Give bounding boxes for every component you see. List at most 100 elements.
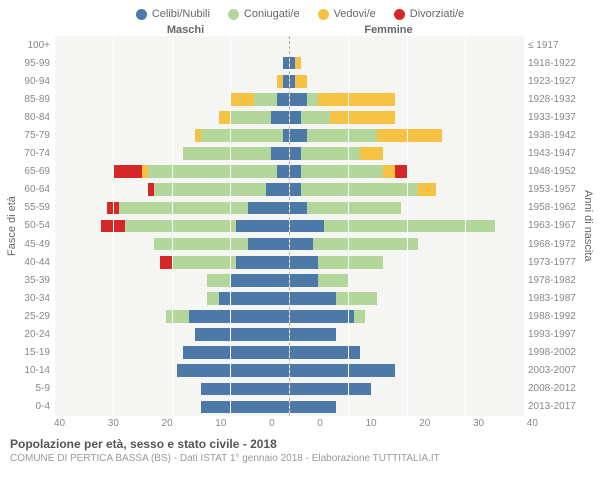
chart-title: Popolazione per età, sesso e stato civil… bbox=[0, 431, 600, 451]
segment-c bbox=[183, 346, 289, 359]
age-tick: 0-4 bbox=[20, 401, 50, 412]
grid-line bbox=[348, 36, 349, 416]
segment-m bbox=[301, 147, 360, 160]
segment-m bbox=[119, 202, 248, 215]
year-tick: 1983-1987 bbox=[528, 293, 580, 304]
x-tick: 40 bbox=[527, 418, 538, 429]
legend-dot-icon bbox=[228, 9, 239, 20]
segment-m bbox=[230, 111, 271, 124]
chart-area: Fasce di età 100+95-9990-9485-8980-8475-… bbox=[0, 36, 600, 416]
segment-c bbox=[248, 202, 289, 215]
legend-dot-icon bbox=[318, 9, 329, 20]
segment-m bbox=[125, 220, 237, 233]
year-tick: 1993-1997 bbox=[528, 329, 580, 340]
segment-c bbox=[289, 111, 301, 124]
age-tick: 80-84 bbox=[20, 112, 50, 123]
segment-m bbox=[166, 310, 190, 323]
year-tick: 1958-1962 bbox=[528, 202, 580, 213]
segment-w bbox=[219, 111, 231, 124]
x-tick: 0 bbox=[317, 418, 323, 429]
age-tick: 100+ bbox=[20, 40, 50, 51]
segment-w bbox=[377, 129, 442, 142]
segment-c bbox=[271, 111, 289, 124]
segment-m bbox=[307, 202, 401, 215]
segment-w bbox=[295, 57, 301, 70]
segment-m bbox=[318, 256, 383, 269]
segment-c bbox=[289, 129, 307, 142]
age-tick: 5-9 bbox=[20, 383, 50, 394]
grid-line bbox=[465, 36, 466, 416]
legend-label: Divorziati/e bbox=[410, 8, 464, 20]
year-tick: 1943-1947 bbox=[528, 148, 580, 159]
segment-c bbox=[271, 147, 289, 160]
segment-w bbox=[418, 183, 436, 196]
segment-m bbox=[172, 256, 237, 269]
segment-c bbox=[201, 383, 289, 396]
segment-c bbox=[289, 401, 336, 414]
year-tick: 1948-1952 bbox=[528, 166, 580, 177]
segment-m bbox=[336, 292, 377, 305]
x-tick: 40 bbox=[54, 418, 65, 429]
age-tick: 95-99 bbox=[20, 58, 50, 69]
year-tick: 1918-1922 bbox=[528, 58, 580, 69]
segment-c bbox=[289, 93, 307, 106]
segment-c bbox=[236, 220, 289, 233]
segment-m bbox=[207, 274, 231, 287]
y-left-axis-label: Fasce di età bbox=[6, 36, 20, 416]
segment-c bbox=[277, 93, 289, 106]
header-female: Femmine bbox=[287, 24, 538, 36]
legend-label: Coniugati/e bbox=[244, 8, 300, 20]
legend-dot-icon bbox=[394, 9, 405, 20]
segment-m bbox=[324, 220, 494, 233]
gender-headers: Maschi Femmine bbox=[0, 24, 600, 36]
segment-c bbox=[289, 183, 301, 196]
age-tick: 10-14 bbox=[20, 365, 50, 376]
x-tick: 0 bbox=[269, 418, 275, 429]
legend-item: Vedovi/e bbox=[318, 8, 376, 20]
year-tick: 2003-2007 bbox=[528, 365, 580, 376]
grid-line bbox=[54, 36, 55, 416]
age-tick: 15-19 bbox=[20, 347, 50, 358]
segment-c bbox=[219, 292, 290, 305]
year-tick: 1973-1977 bbox=[528, 257, 580, 268]
y-right-axis-label: Anni di nascita bbox=[580, 36, 594, 416]
segment-m bbox=[354, 310, 366, 323]
year-tick: 1998-2002 bbox=[528, 347, 580, 358]
age-tick: 35-39 bbox=[20, 275, 50, 286]
grid-line bbox=[524, 36, 525, 416]
segment-d bbox=[113, 165, 142, 178]
segment-m bbox=[307, 129, 378, 142]
segment-c bbox=[289, 147, 301, 160]
age-tick: 40-44 bbox=[20, 257, 50, 268]
year-tick: 1928-1932 bbox=[528, 94, 580, 105]
age-tick: 20-24 bbox=[20, 329, 50, 340]
segment-c bbox=[289, 346, 360, 359]
segment-c bbox=[289, 310, 354, 323]
x-tick: 30 bbox=[108, 418, 119, 429]
segment-c bbox=[289, 165, 301, 178]
x-axis: 403020100010203040 bbox=[0, 416, 600, 431]
legend: Celibi/NubiliConiugati/eVedovi/eDivorzia… bbox=[0, 0, 600, 24]
age-tick: 30-34 bbox=[20, 293, 50, 304]
age-tick: 85-89 bbox=[20, 94, 50, 105]
age-tick: 55-59 bbox=[20, 202, 50, 213]
segment-m bbox=[207, 292, 219, 305]
segment-m bbox=[201, 129, 283, 142]
segment-c bbox=[236, 256, 289, 269]
segment-m bbox=[301, 183, 419, 196]
segment-d bbox=[160, 256, 172, 269]
segment-c bbox=[289, 328, 336, 341]
segment-m bbox=[154, 238, 248, 251]
segment-c bbox=[189, 310, 289, 323]
segment-w bbox=[330, 111, 395, 124]
age-tick: 60-64 bbox=[20, 184, 50, 195]
segment-c bbox=[195, 328, 289, 341]
segment-m bbox=[254, 93, 278, 106]
legend-label: Vedovi/e bbox=[334, 8, 376, 20]
segment-m bbox=[301, 165, 383, 178]
x-tick: 10 bbox=[215, 418, 226, 429]
year-tick: 1963-1967 bbox=[528, 220, 580, 231]
segment-w bbox=[318, 93, 394, 106]
segment-m bbox=[313, 238, 419, 251]
segment-c bbox=[266, 183, 290, 196]
